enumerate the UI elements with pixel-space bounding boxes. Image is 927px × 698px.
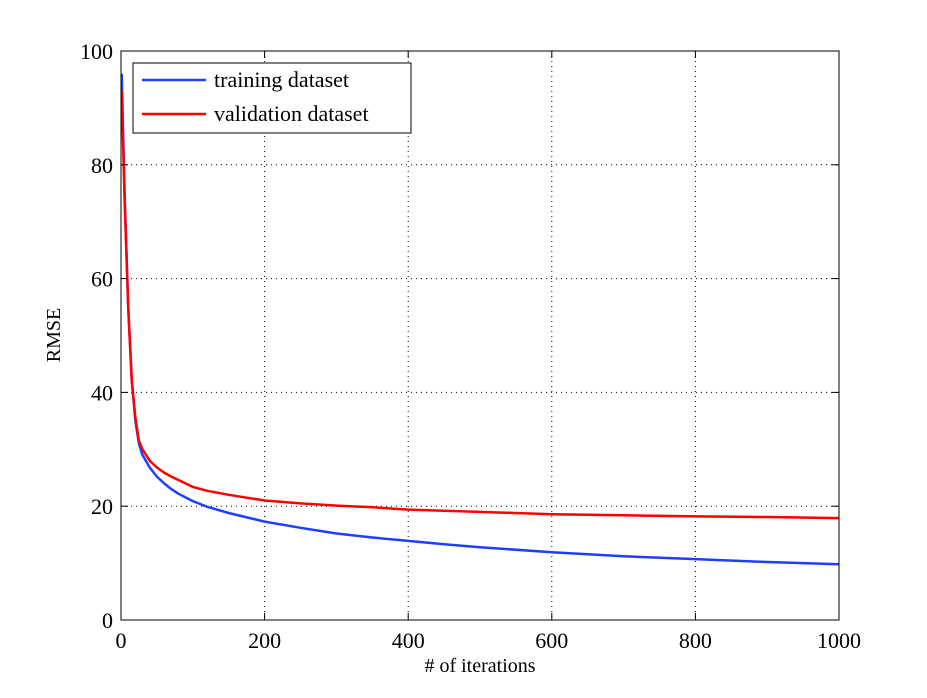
- y-tick-label: 80: [91, 153, 113, 178]
- y-tick-label: 20: [91, 494, 113, 519]
- x-tick-label: 800: [679, 628, 712, 653]
- legend-label-validation: validation dataset: [214, 101, 369, 126]
- axis-ticks: [120, 50, 840, 621]
- x-tick-labels: 0 200 400 600 800 1000: [116, 628, 862, 653]
- y-tick-label: 0: [102, 608, 113, 633]
- x-axis-label: # of iterations: [424, 655, 535, 677]
- legend-box: [132, 62, 412, 134]
- x-tick-label: 400: [392, 628, 425, 653]
- legend: training dataset validation dataset: [132, 62, 412, 134]
- plot-area: [121, 51, 839, 620]
- y-tick-label: 100: [80, 39, 113, 64]
- series-layer: [120, 73, 840, 566]
- x-tick-label: 0: [116, 628, 127, 653]
- y-tick-label: 40: [91, 380, 113, 405]
- plot-frame: [120, 50, 840, 621]
- x-tick-label: 600: [535, 628, 568, 653]
- x-tick-label: 1000: [817, 628, 861, 653]
- validation-dataset-line: [120, 90, 840, 520]
- x-tick-label: 200: [248, 628, 281, 653]
- y-tick-labels: 0 20 40 60 80 100: [80, 39, 113, 633]
- y-axis-label: RMSE: [43, 308, 65, 362]
- y-tick-label: 60: [91, 267, 113, 292]
- legend-label-training: training dataset: [214, 67, 349, 92]
